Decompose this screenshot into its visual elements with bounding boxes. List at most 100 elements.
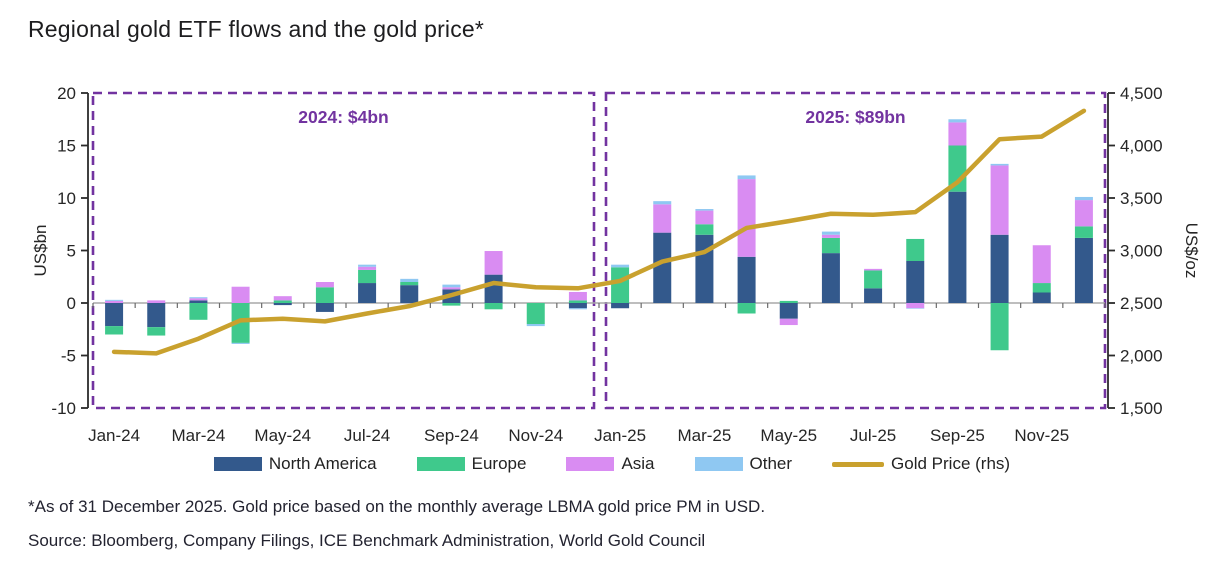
left-axis: 20 15 10 5 0 -5 -10 US$bn <box>31 84 89 418</box>
legend-line-swatch <box>832 461 885 467</box>
right-axis-title: US$/oz <box>1182 223 1201 279</box>
bar-segment <box>1032 292 1051 303</box>
legend-color-swatch <box>566 457 615 471</box>
bar-segment <box>358 269 377 284</box>
bar-segment <box>273 300 292 303</box>
svg-text:-5: -5 <box>61 347 76 366</box>
bar-segment <box>568 308 587 310</box>
x-tick-label: May-24 <box>254 426 311 445</box>
bar-segment <box>653 232 672 303</box>
bar-segment <box>400 285 419 303</box>
x-tick-label: Jan-25 <box>594 426 646 445</box>
bar-segment <box>864 288 883 303</box>
bar-segment <box>990 165 1009 235</box>
bar-segment <box>315 282 334 288</box>
bar-segment <box>611 264 630 268</box>
bar-segment <box>1074 237 1093 303</box>
bar-segment <box>315 303 334 312</box>
bar-segment <box>358 264 377 267</box>
svg-text:15: 15 <box>57 137 76 156</box>
legend-item-europe: Europe <box>416 454 527 474</box>
svg-text:0: 0 <box>67 294 76 313</box>
x-tick-label: May-25 <box>760 426 817 445</box>
x-tick-label: Jul-25 <box>850 426 896 445</box>
bar-segment <box>1074 196 1093 201</box>
bar-segment <box>695 210 714 225</box>
bar-segment <box>695 209 714 211</box>
bar-segment <box>189 298 208 301</box>
bar-segment <box>526 303 545 324</box>
bar-segment <box>484 274 503 303</box>
x-axis-labels: Jan-24 Mar-24 May-24 Jul-24 Sep-24 Nov-24 Jan-… <box>88 426 1069 445</box>
bar-segment <box>821 234 840 238</box>
annotation-label: 2024: $4bn <box>298 107 388 127</box>
svg-text:1,500: 1,500 <box>1120 399 1163 418</box>
x-tick-label: Sep-24 <box>424 426 479 445</box>
bar-segment <box>273 303 292 306</box>
bar-segment <box>105 300 124 303</box>
bar-segment <box>568 291 587 301</box>
bar-segment <box>695 224 714 235</box>
bar-segment <box>864 270 883 289</box>
svg-text:3,000: 3,000 <box>1120 242 1163 261</box>
bar-segment <box>990 303 1009 351</box>
bar-segment <box>273 296 292 301</box>
bar-segment <box>105 303 124 327</box>
chart-canvas: 2024: $4bn 2025: $89bn 20 15 10 5 0 -5 -10 US$bn 4… <box>31 84 1201 445</box>
svg-text:2,000: 2,000 <box>1120 347 1163 366</box>
legend-item-gold-price-rhs-: Gold Price (rhs) <box>832 454 1010 474</box>
bar-segment <box>906 261 925 303</box>
bar-segment <box>821 231 840 235</box>
bar-segment <box>779 303 798 319</box>
bar-segment <box>147 327 166 336</box>
legend-label: Europe <box>471 454 527 473</box>
svg-text:4,000: 4,000 <box>1120 137 1163 156</box>
bar-segment <box>105 299 124 301</box>
x-tick-label: Sep-25 <box>930 426 985 445</box>
bar-segment <box>737 303 756 314</box>
bar-segment <box>906 303 925 309</box>
bar-segment <box>737 179 756 257</box>
bar-segment <box>189 297 208 299</box>
bar-segment <box>442 284 461 288</box>
bar-segment <box>948 191 967 303</box>
bar-segment <box>779 318 798 326</box>
legend-label: Other <box>749 454 793 473</box>
bar-segment <box>653 204 672 233</box>
bar-segment <box>442 287 461 290</box>
year-box-2025: 2025: $89bn <box>604 91 1107 410</box>
annotation-label: 2025: $89bn <box>805 107 905 127</box>
bar-segment <box>231 303 250 343</box>
bar-segment <box>948 122 967 146</box>
x-tick-label: Mar-25 <box>677 426 731 445</box>
bar-segment <box>315 287 334 303</box>
bar-segment <box>231 342 250 344</box>
bar-segment <box>105 326 124 335</box>
gold-price-line <box>111 108 1087 356</box>
x-tick-label: Jan-24 <box>88 426 140 445</box>
x-tick-label: Nov-25 <box>1014 426 1069 445</box>
bar-segment <box>1074 226 1093 238</box>
chart-source: Source: Bloomberg, Company Filings, ICE … <box>28 531 706 550</box>
bar-segment <box>990 163 1009 166</box>
bar-segment <box>400 282 419 286</box>
legend-label: North America <box>268 454 377 473</box>
bar-segment <box>653 201 672 205</box>
bar-segment <box>1032 245 1051 284</box>
chart-footnote: *As of 31 December 2025. Gold price base… <box>28 497 766 516</box>
svg-text:3,500: 3,500 <box>1120 189 1163 208</box>
chart-title: Regional gold ETF flows and the gold pri… <box>28 16 485 42</box>
svg-text:5: 5 <box>67 242 76 261</box>
legend-label: Gold Price (rhs) <box>891 454 1011 473</box>
bar-segment <box>990 234 1009 303</box>
bar-segment <box>821 253 840 303</box>
chart-legend: North America Europe Asia Other Gold Price (… <box>0 454 1224 474</box>
bar-segment <box>147 300 166 303</box>
svg-text:10: 10 <box>57 189 76 208</box>
year-box-2024: 2024: $4bn <box>91 91 596 410</box>
svg-text:-10: -10 <box>51 399 76 418</box>
legend-color-swatch <box>213 457 262 471</box>
bar-segment <box>189 300 208 303</box>
x-tick-label: Mar-24 <box>171 426 225 445</box>
